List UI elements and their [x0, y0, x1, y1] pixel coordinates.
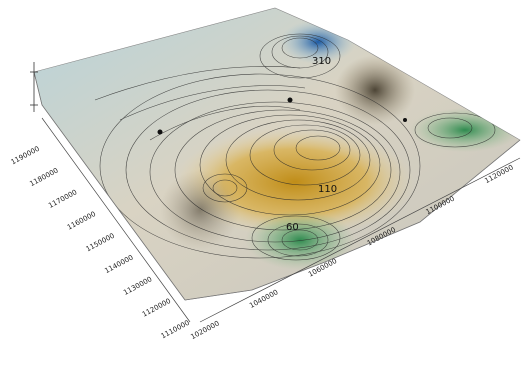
y-axis-line [41, 117, 191, 323]
y-tick-label: 1190000 [10, 145, 41, 167]
surface-left-edge [33, 71, 186, 301]
contour-label-60: 60 [286, 222, 299, 233]
ridge-shadow [335, 55, 415, 125]
surface-marker [403, 118, 407, 122]
x-tick-label: 1020000 [189, 319, 220, 341]
contour-lines [94, 33, 496, 261]
x-tick-label: 1040000 [248, 288, 279, 310]
right-green-region [410, 108, 520, 152]
y-tick-label: 1170000 [47, 188, 78, 210]
contour-label-310: 310 [312, 56, 331, 67]
x-axis-line [199, 157, 521, 323]
basin-region [245, 210, 355, 270]
y-tick-label: 1160000 [66, 210, 97, 232]
y-tick-label: 1110000 [160, 319, 191, 341]
y-tick-label: 1120000 [141, 297, 172, 319]
y-tick-label: 1130000 [122, 275, 153, 297]
surface-marker [287, 97, 293, 103]
contour-label-110: 110 [318, 184, 337, 195]
left-shadow [160, 170, 240, 250]
y-tick-label: 1140000 [103, 253, 134, 275]
surface-marker [157, 129, 163, 135]
surface-front-edge [184, 139, 521, 301]
y-tick-label: 1150000 [85, 232, 116, 254]
y-tick-label: 1180000 [28, 166, 59, 188]
